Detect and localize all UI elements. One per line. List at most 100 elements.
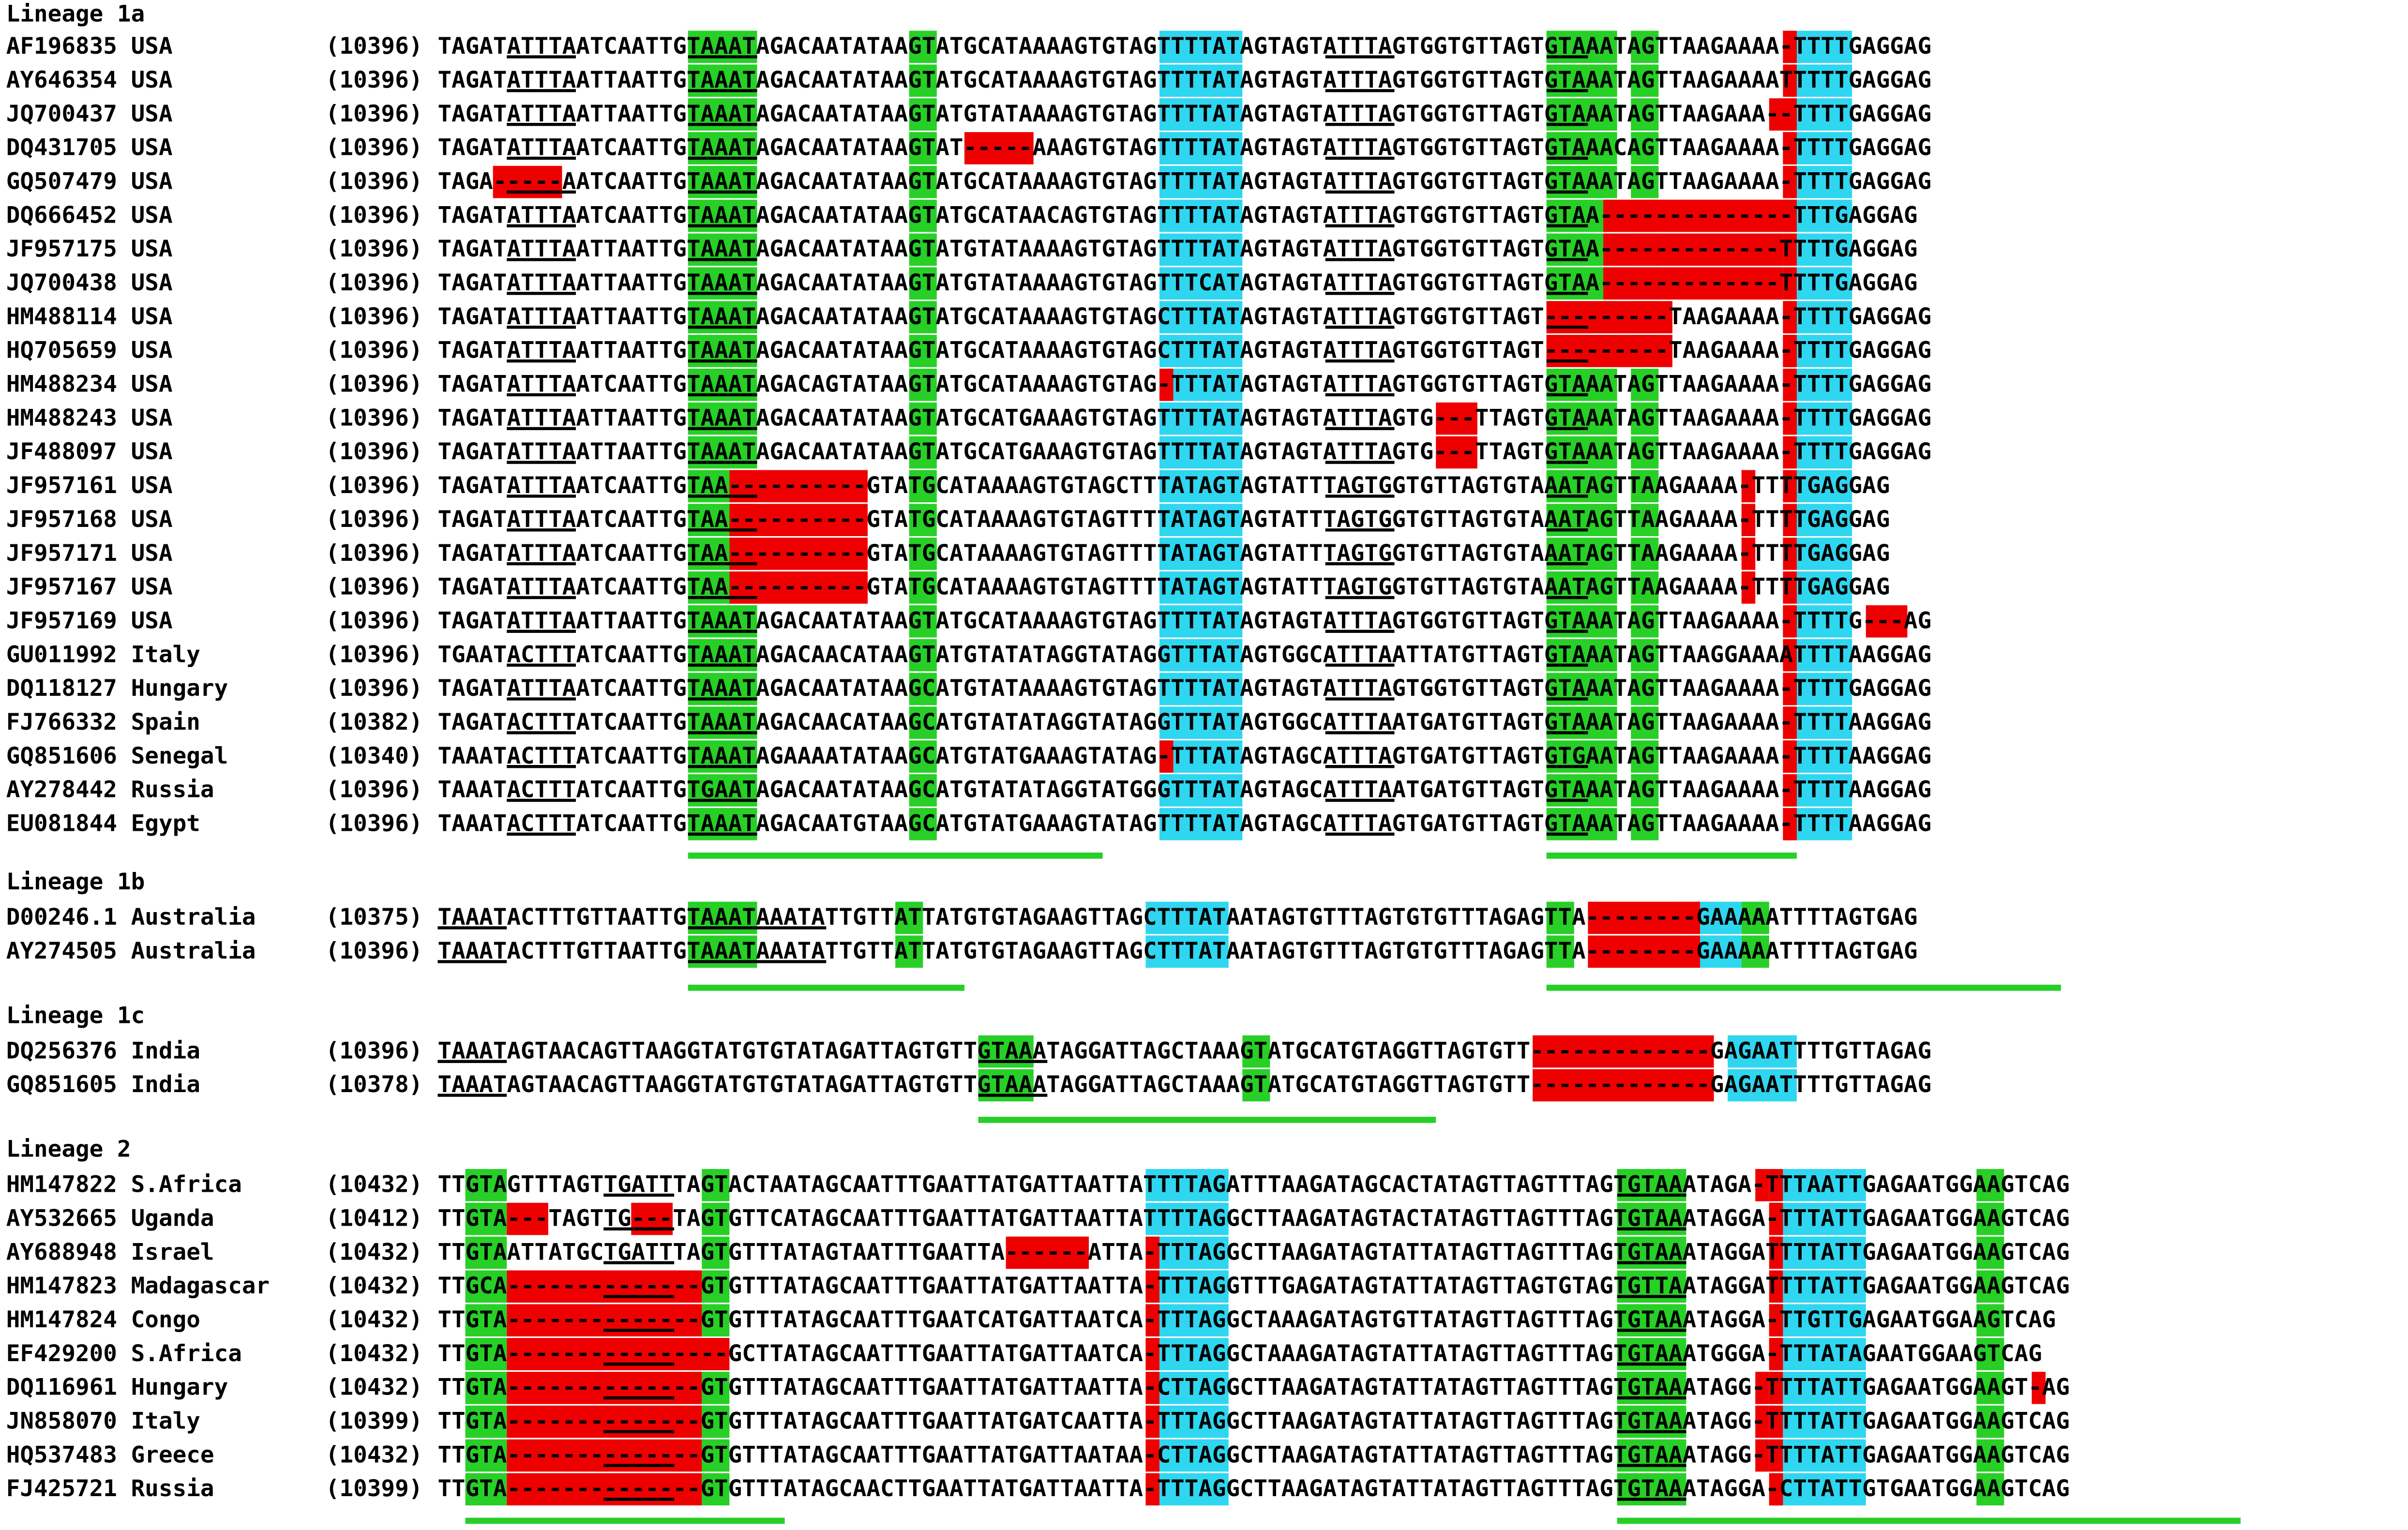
motif-underline <box>1325 832 1395 836</box>
sequence-residues: TGAATACTTTATCAATTGTAAATAGACAACATAAGTATGT… <box>437 640 1932 668</box>
red-motif-highlight <box>1769 1405 1783 1438</box>
deletion-block <box>1144 1372 1159 1404</box>
green-motif-highlight <box>701 1270 729 1303</box>
green-motif-highlight <box>465 1439 507 1472</box>
sequence-position: (10432) <box>325 1373 423 1401</box>
cyan-motif-highlight <box>1796 470 1852 503</box>
cyan-motif-highlight <box>1159 98 1242 131</box>
sequence-accession: HM147823 Madagascar <box>6 1272 270 1300</box>
green-motif-highlight <box>1630 639 1658 672</box>
deletion-block <box>1741 504 1755 536</box>
deletion-block <box>2032 1372 2047 1404</box>
motif-underline <box>507 798 576 802</box>
cyan-motif-highlight <box>1783 1202 1866 1235</box>
cyan-motif-highlight <box>1159 706 1242 739</box>
green-motif-highlight <box>1630 64 1658 97</box>
cyan-motif-highlight <box>1783 1372 1866 1404</box>
green-motif-highlight <box>701 1169 729 1201</box>
motif-underline <box>604 1329 674 1332</box>
sequence-accession: JF488097 USA <box>6 437 173 465</box>
motif-underline <box>1616 1193 1686 1197</box>
deletion-block <box>1602 199 1797 232</box>
green-motif-highlight <box>895 935 923 968</box>
green-motif-highlight <box>701 1304 729 1336</box>
sequence-residues: TAAATACTTTATCAATTGTAAATAGACAATGTAAGCATGT… <box>437 810 1932 838</box>
motif-underline <box>437 926 507 930</box>
deletion-block <box>1783 808 1797 840</box>
cyan-motif-highlight <box>1796 30 1852 63</box>
motif-underline <box>1325 731 1395 735</box>
sequence-position: (10375) <box>325 903 423 931</box>
motif-underline <box>1547 292 1589 295</box>
sequence-residues: TAAATAGTAACAGTTAAGGTATGTGTATAGATTAGTGTTG… <box>437 1036 1932 1065</box>
cyan-motif-highlight <box>1796 673 1852 705</box>
cyan-motif-highlight <box>1159 504 1242 536</box>
sequence-residues: TTGTA--------------GTGTTTATAGCAATTTGAATT… <box>437 1407 2070 1435</box>
green-motif-highlight <box>465 1405 507 1438</box>
motif-underline <box>978 1060 1048 1063</box>
motif-underline <box>1325 528 1395 532</box>
deletion-block <box>1755 1169 1769 1201</box>
motif-underline <box>507 55 576 59</box>
sequence-accession: JF957175 USA <box>6 235 173 263</box>
green-motif-highlight <box>1630 504 1658 536</box>
sequence-position: (10396) <box>325 607 423 635</box>
cyan-motif-highlight <box>1159 368 1242 401</box>
cyan-motif-highlight <box>1144 1202 1228 1235</box>
conserved-region-bar <box>687 984 965 991</box>
deletion-block <box>1783 706 1797 739</box>
motif-underline <box>1325 562 1395 566</box>
sequence-accession: HQ705659 USA <box>6 336 173 364</box>
red-motif-highlight <box>1769 1270 1783 1303</box>
cyan-motif-highlight <box>1796 368 1852 401</box>
green-motif-highlight <box>909 402 937 435</box>
sequence-position: (10412) <box>325 1204 423 1232</box>
cyan-motif-highlight <box>1159 301 1242 333</box>
green-motif-highlight <box>1977 1270 2005 1303</box>
sequence-residues: TAAATACTTTGTTAATTGTAAATAAATATTGTTATTATGT… <box>437 937 1918 965</box>
lineage-title: Lineage 1b <box>6 868 145 896</box>
green-motif-highlight <box>909 233 937 266</box>
motif-underline <box>1547 832 1589 836</box>
green-motif-highlight <box>1630 98 1658 131</box>
green-motif-highlight <box>909 199 937 232</box>
deletion-block <box>1144 1338 1159 1370</box>
motif-underline <box>687 427 757 430</box>
cyan-motif-highlight <box>1159 538 1242 570</box>
motif-underline <box>1547 663 1589 667</box>
lineage-title: Lineage 1a <box>6 0 145 28</box>
green-motif-highlight <box>1630 774 1658 807</box>
sequence-position: (10396) <box>325 336 423 364</box>
cyan-motif-highlight <box>1159 233 1242 266</box>
lineage-title: Lineage 2 <box>6 1135 131 1163</box>
sequence-residues: TAGATATTTAATTAATTGTAAATAGACAATATAAGTATGC… <box>437 437 1932 465</box>
sequence-accession: AY274505 Australia <box>6 937 256 965</box>
sequence-accession: AF196835 USA <box>6 32 173 60</box>
sequence-residues: TTGTA--------------GTGTTTATAGCAACTTGAATT… <box>437 1474 2070 1502</box>
motif-underline <box>1325 596 1395 600</box>
sequence-residues: TAGATACTTTATCAATTGTAAATAGACAACATAAGCATGT… <box>437 708 1932 736</box>
sequence-residues: TAGATATTTAATCAATTGTAA----------GTATGCATA… <box>437 573 1890 601</box>
green-motif-highlight <box>909 165 937 198</box>
green-motif-highlight <box>701 1236 729 1269</box>
cyan-motif-highlight <box>1796 233 1852 266</box>
motif-underline <box>604 1396 674 1400</box>
motif-underline <box>1325 326 1395 329</box>
lineage-title: Lineage 1c <box>6 1001 145 1030</box>
sequence-residues: TAGATATTTAATCAATTGTAAATAGACAGTATAAGTATGC… <box>437 370 1932 398</box>
cyan-motif-highlight <box>1144 1439 1228 1472</box>
red-motif-highlight <box>1783 639 1797 672</box>
deletion-block <box>1783 132 1797 165</box>
sequence-accession: HM488234 USA <box>6 370 173 398</box>
sequence-accession: HM147822 S.Africa <box>6 1170 242 1199</box>
sequence-accession: JN858070 Italy <box>6 1407 200 1435</box>
motif-underline <box>507 731 576 735</box>
motif-underline <box>1547 156 1589 160</box>
deletion-block <box>1769 1338 1783 1370</box>
deletion-block <box>1602 233 1783 266</box>
motif-underline <box>1616 1396 1686 1400</box>
cyan-motif-highlight <box>1159 673 1242 705</box>
green-motif-highlight <box>1630 673 1658 705</box>
green-motif-highlight <box>1630 436 1658 469</box>
sequence-accession: HM147824 Congo <box>6 1305 200 1334</box>
